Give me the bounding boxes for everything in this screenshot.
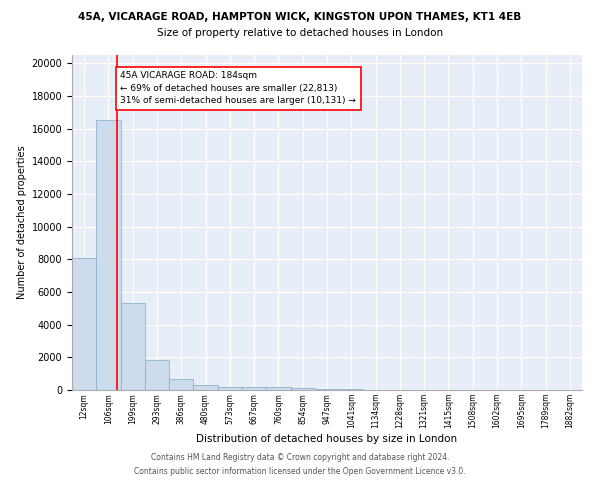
- Text: 45A VICARAGE ROAD: 184sqm
← 69% of detached houses are smaller (22,813)
31% of s: 45A VICARAGE ROAD: 184sqm ← 69% of detac…: [120, 72, 356, 106]
- Bar: [339, 389, 364, 390]
- Bar: [242, 387, 266, 390]
- Bar: [145, 360, 169, 390]
- Y-axis label: Number of detached properties: Number of detached properties: [17, 146, 28, 300]
- Bar: [121, 304, 145, 390]
- Bar: [72, 258, 96, 390]
- Text: Contains public sector information licensed under the Open Government Licence v3: Contains public sector information licen…: [134, 467, 466, 476]
- Text: Contains HM Land Registry data © Crown copyright and database right 2024.: Contains HM Land Registry data © Crown c…: [151, 454, 449, 462]
- Bar: [315, 389, 339, 390]
- X-axis label: Distribution of detached houses by size in London: Distribution of detached houses by size …: [196, 434, 458, 444]
- Bar: [290, 388, 315, 390]
- Bar: [193, 385, 218, 390]
- Bar: [218, 386, 242, 390]
- Text: Size of property relative to detached houses in London: Size of property relative to detached ho…: [157, 28, 443, 38]
- Bar: [266, 387, 290, 390]
- Bar: [169, 378, 193, 390]
- Text: 45A, VICARAGE ROAD, HAMPTON WICK, KINGSTON UPON THAMES, KT1 4EB: 45A, VICARAGE ROAD, HAMPTON WICK, KINGST…: [79, 12, 521, 22]
- Bar: [96, 120, 121, 390]
